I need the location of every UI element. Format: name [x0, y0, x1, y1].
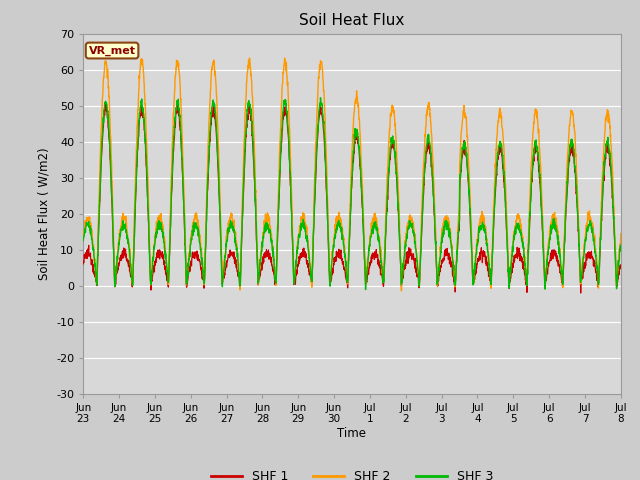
Text: VR_met: VR_met	[88, 46, 136, 56]
X-axis label: Time: Time	[337, 427, 367, 440]
Y-axis label: Soil Heat Flux ( W/m2): Soil Heat Flux ( W/m2)	[38, 147, 51, 280]
Title: Soil Heat Flux: Soil Heat Flux	[300, 13, 404, 28]
Legend: SHF 1, SHF 2, SHF 3: SHF 1, SHF 2, SHF 3	[205, 465, 499, 480]
